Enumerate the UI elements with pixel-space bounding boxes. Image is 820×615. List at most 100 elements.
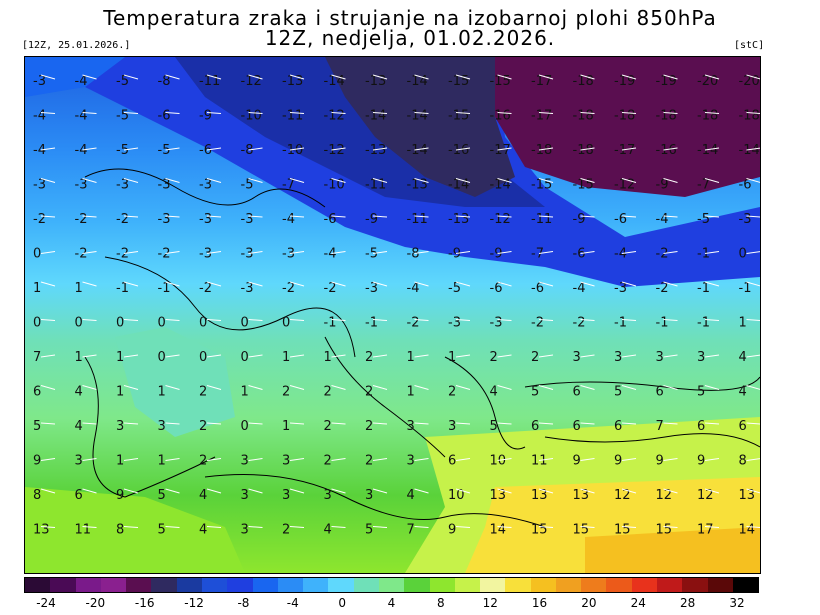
grid-value: -4 bbox=[75, 143, 88, 158]
grid-value: 1 bbox=[241, 385, 249, 400]
wind-arrow bbox=[497, 354, 512, 358]
wind-arrow bbox=[746, 488, 760, 494]
grid-value: 6 bbox=[531, 419, 539, 434]
temperature-field: -3 -4 -5 -8 -11 -12 -13 -14 -13 -14 -15 -15 -17 -18 -1… bbox=[25, 57, 760, 573]
grid-value: -14 bbox=[407, 109, 428, 124]
grid-value: -3 bbox=[199, 247, 212, 262]
grid-value: 2 bbox=[531, 350, 539, 365]
grid-value: 5 bbox=[158, 523, 166, 538]
wind-arrow bbox=[497, 319, 512, 321]
wind-arrow bbox=[248, 354, 263, 358]
grid-value: 3 bbox=[241, 454, 249, 469]
wind-arrow bbox=[538, 488, 554, 494]
grid-value: 1 bbox=[116, 454, 124, 469]
wind-arrow bbox=[621, 281, 637, 287]
wind-arrow bbox=[746, 526, 760, 528]
wind-arrow bbox=[289, 147, 305, 151]
wind-arrow bbox=[123, 385, 139, 390]
wind-arrow bbox=[497, 488, 512, 494]
grid-value: 6 bbox=[614, 419, 622, 434]
wind-arrow bbox=[414, 422, 429, 425]
wind-arrow bbox=[123, 251, 139, 254]
wind-arrow bbox=[704, 526, 720, 528]
grid-value: 5 bbox=[697, 385, 705, 400]
grid-value: 9 bbox=[573, 454, 581, 469]
grid-value: 0 bbox=[33, 247, 41, 262]
wind-arrow bbox=[248, 319, 263, 321]
grid-value: -4 bbox=[656, 212, 669, 227]
wind-arrow bbox=[123, 488, 139, 494]
grid-value: -18 bbox=[573, 109, 594, 124]
grid-value: -3 bbox=[241, 247, 254, 262]
wind-arrow bbox=[663, 281, 678, 287]
wind-arrow bbox=[455, 74, 471, 80]
legend-swatch bbox=[732, 578, 759, 592]
wind-arrow bbox=[82, 488, 97, 494]
wind-arrow bbox=[455, 178, 471, 183]
wind-arrow bbox=[331, 458, 346, 461]
grid-value: -2 bbox=[116, 212, 129, 227]
legend-swatch bbox=[100, 578, 127, 592]
grid-value: -6 bbox=[739, 178, 752, 193]
wind-arrow bbox=[82, 458, 97, 461]
legend-swatch bbox=[707, 578, 733, 592]
grid-value: 1 bbox=[448, 350, 456, 365]
wind-arrow bbox=[40, 281, 56, 287]
color-scale-ticks: -24 -20 -16 -12 -8 -4 0 4 8 12 16 20 24 28 32 bbox=[24, 596, 759, 612]
wind-arrow bbox=[621, 215, 637, 218]
grid-value: -4 bbox=[75, 74, 88, 89]
wind-arrow bbox=[497, 526, 512, 528]
grid-value: 3 bbox=[407, 419, 415, 434]
wind-arrow bbox=[704, 488, 720, 494]
wind-arrow bbox=[621, 422, 637, 425]
legend-swatch bbox=[378, 578, 405, 592]
grid-value: 2 bbox=[199, 454, 207, 469]
wind-arrow bbox=[704, 251, 720, 254]
wind-arrow bbox=[538, 354, 554, 358]
wind-arrow bbox=[455, 458, 471, 461]
grid-value: -1 bbox=[158, 281, 171, 296]
wind-arrow bbox=[123, 526, 139, 528]
wind-arrow bbox=[372, 526, 388, 528]
wind-arrow bbox=[289, 458, 305, 461]
wind-arrow bbox=[414, 319, 429, 321]
wind-arrow bbox=[331, 319, 346, 321]
wind-arrow bbox=[580, 215, 595, 218]
grid-value: -6 bbox=[324, 212, 337, 227]
wind-arrow bbox=[580, 458, 595, 461]
coast-iberia bbox=[84, 356, 216, 498]
wind-arrow bbox=[165, 74, 180, 80]
wind-arrow bbox=[82, 281, 97, 287]
wind-arrow bbox=[455, 488, 471, 494]
legend-swatch bbox=[555, 578, 582, 592]
grid-value: -3 bbox=[33, 178, 46, 193]
wind-arrow bbox=[82, 385, 97, 390]
grid-value: -3 bbox=[158, 212, 171, 227]
legend-tick-label: -4 bbox=[286, 596, 299, 610]
grid-value: 5 bbox=[490, 419, 498, 434]
wind-arrow bbox=[331, 488, 346, 494]
wind-arrow bbox=[580, 422, 595, 425]
grid-value: 9 bbox=[614, 454, 622, 469]
grid-value: -6 bbox=[158, 109, 171, 124]
wind-arrow bbox=[40, 74, 56, 80]
wind-arrow bbox=[621, 147, 637, 151]
wind-arrow bbox=[455, 354, 471, 358]
grid-value: -5 bbox=[365, 247, 378, 262]
wind-arrow bbox=[580, 488, 595, 494]
grid-value: 0 bbox=[282, 316, 290, 331]
iberia-cool-blob bbox=[115, 327, 235, 437]
wind-arrow bbox=[206, 458, 222, 461]
wind-arrow bbox=[372, 251, 388, 254]
wind-arrow bbox=[621, 458, 637, 461]
grid-value: 14 bbox=[739, 523, 756, 538]
grid-value: -2 bbox=[158, 247, 171, 262]
wind-arrow bbox=[165, 458, 180, 461]
wind-arrow bbox=[746, 354, 760, 358]
legend-tick-label: -8 bbox=[237, 596, 250, 610]
coast-turkey bbox=[544, 433, 760, 448]
grid-value: -12 bbox=[490, 212, 511, 227]
legend-swatch bbox=[201, 578, 228, 592]
wind-arrow bbox=[580, 251, 595, 254]
wind-arrow bbox=[165, 526, 180, 528]
